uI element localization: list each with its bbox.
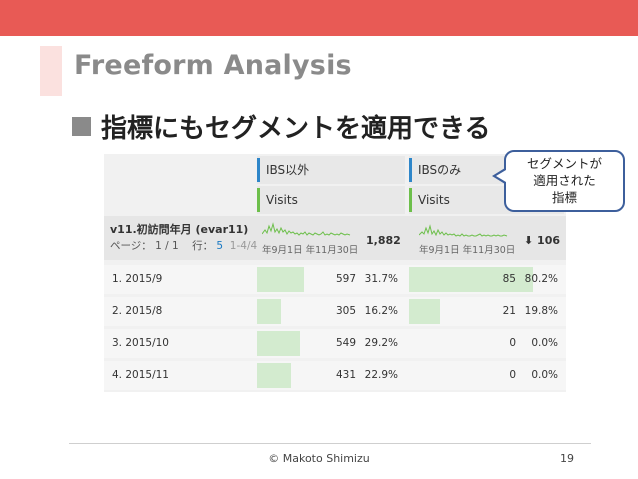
page-number: 19 [560, 452, 574, 465]
row-label[interactable]: 2. 2015/8 [112, 305, 163, 317]
row-label[interactable]: 4. 2015/11 [112, 369, 169, 381]
cell-value: 16.2% [364, 305, 398, 317]
percent-bar [257, 363, 291, 388]
row-label[interactable]: 1. 2015/9 [112, 273, 163, 285]
total-value: 106 [537, 234, 561, 247]
metric-color-bar [409, 188, 412, 212]
copyright: © Makoto Shimizu [268, 452, 370, 465]
table-row[interactable]: 3. 2015/10 549 29.2% 0 0.0% [104, 329, 566, 358]
segment-color-bar [257, 158, 260, 182]
table-row[interactable]: 2. 2015/8 305 16.2% 21 19.8% [104, 297, 566, 326]
table-row[interactable]: 4. 2015/11 431 22.9% 0 0.0% [104, 361, 566, 390]
top-accent-bar [0, 0, 638, 36]
cell-value: 19.8% [524, 305, 558, 317]
footer-divider [69, 443, 591, 444]
metric-label: Visits [266, 193, 298, 207]
spark-end-label: 年11月30日 [305, 245, 359, 256]
row-label[interactable]: 3. 2015/10 [112, 337, 169, 349]
table-row[interactable]: 1. 2015/9 597 31.7% 85 80.2% [104, 265, 566, 294]
metric-color-bar [257, 188, 260, 212]
segment-color-bar [409, 158, 412, 182]
page-value[interactable]: 1 / 1 [155, 240, 179, 252]
cell-value: 0.0% [531, 337, 558, 349]
row-range: 1-4/4 [229, 240, 258, 252]
pagination: ページ： 1 / 1 行： 5 1-4/4 [110, 238, 257, 253]
callout-line: 適用された [533, 173, 596, 188]
percent-bar [409, 267, 533, 292]
percent-bar [257, 267, 304, 292]
dimension-header-row [104, 216, 566, 260]
sparkline-segment-1 [262, 222, 351, 236]
cell-value: 21 [502, 305, 516, 317]
spark-labels-1: 年9月1日 年11月30日 [262, 242, 358, 256]
callout-line: セグメントが [526, 156, 602, 171]
total-segment-1: 1,882 [366, 234, 401, 247]
rows-label: 行： [192, 240, 214, 252]
slide-title: Freeform Analysis [74, 50, 352, 81]
cell-value: 549 [335, 337, 356, 349]
freeform-table: IBS以外 IBSのみ Visits Visits v11.初訪問年月 (eva… [104, 154, 566, 392]
cell-value: 80.2% [524, 273, 558, 285]
cell-value: 0 [509, 369, 516, 381]
spark-start-label: 年9月1日 [419, 245, 460, 256]
bullet-square-icon [72, 117, 91, 136]
title-accent-block [40, 46, 62, 96]
cell-value: 0.0% [531, 369, 558, 381]
spark-end-label: 年11月30日 [462, 245, 516, 256]
page-label: ページ： [110, 240, 152, 252]
spark-start-label: 年9月1日 [262, 245, 303, 256]
bullet-text: 指標にもセグメントを適用できる [101, 114, 491, 144]
callout-line: 指標 [551, 190, 577, 205]
percent-bar [257, 331, 300, 356]
cell-value: 305 [335, 305, 356, 317]
sparkline-segment-2 [419, 224, 508, 237]
cell-value: 22.9% [364, 369, 398, 381]
spark-labels-2: 年9月1日 年11月30日 [419, 242, 515, 256]
segment-label: IBS以外 [266, 163, 310, 177]
segment-header-1[interactable]: IBS以外 [257, 156, 405, 184]
dimension-name[interactable]: v11.初訪問年月 (evar11) [110, 223, 249, 236]
cell-value: 31.7% [364, 273, 398, 285]
percent-bar [257, 299, 281, 324]
total-segment-2: ⬇ 106 [524, 234, 561, 247]
cell-value: 29.2% [364, 337, 398, 349]
cell-value: 85 [502, 273, 516, 285]
callout-tail-inner [496, 170, 506, 182]
segment-label: IBSのみ [418, 163, 462, 177]
cell-value: 0 [509, 337, 516, 349]
metric-header-1[interactable]: Visits [257, 186, 405, 214]
rows-per-page-select[interactable]: 5 [216, 240, 224, 252]
percent-bar [409, 299, 440, 324]
metric-label: Visits [418, 193, 450, 207]
cell-value: 597 [335, 273, 356, 285]
cell-value: 431 [335, 369, 356, 381]
callout-text: セグメントが 適用された 指標 [506, 155, 623, 206]
bullet-point: 指標にもセグメントを適用できる [72, 108, 490, 145]
